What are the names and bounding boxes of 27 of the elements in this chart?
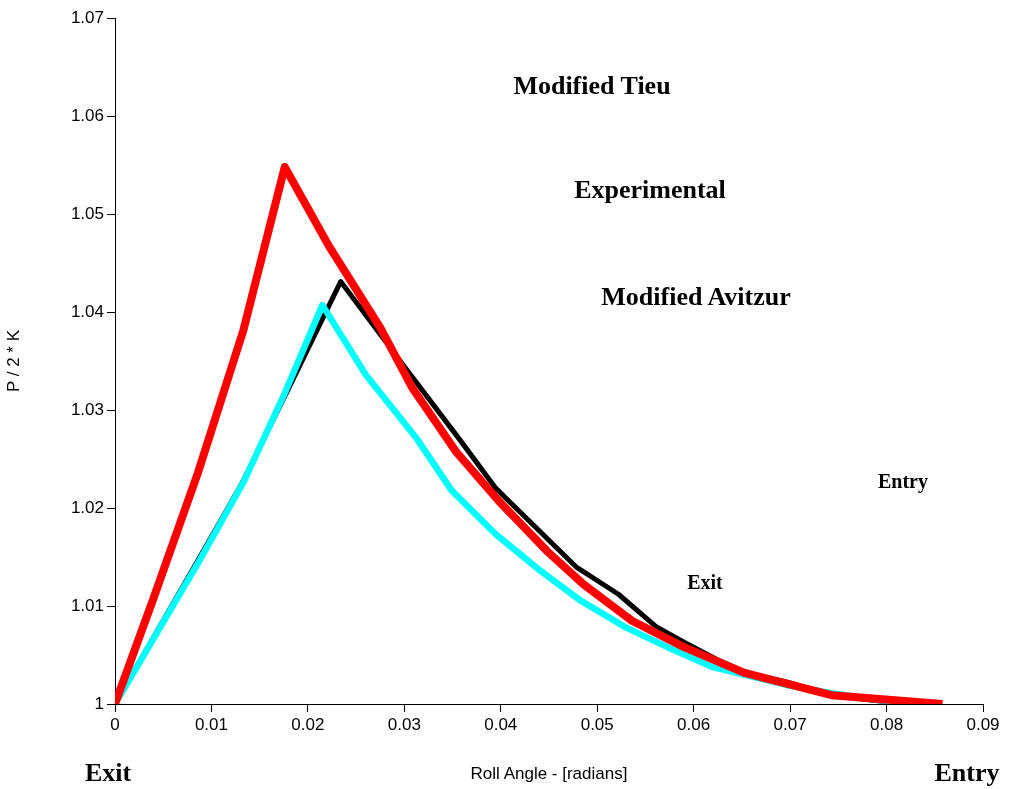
x-tick-label: 0.04: [484, 714, 518, 734]
y-tick-label: 1.01: [70, 595, 104, 615]
x-tick-label: 0.06: [677, 714, 711, 734]
x-tick-label: 0.01: [194, 714, 228, 734]
x-tick-label: 0.07: [773, 714, 807, 734]
y-tick-label: 1.07: [70, 7, 104, 27]
text: Entry: [934, 758, 1000, 788]
y-tick-label: 1.05: [70, 203, 104, 223]
x-tick-label: 0.03: [387, 714, 421, 734]
annotation: Entry: [878, 469, 928, 493]
y-axis-title: P / 2 * K: [3, 329, 23, 393]
y-tick-label: 1.02: [70, 497, 104, 517]
text: Exit: [84, 758, 132, 788]
y-tick-label: 1: [94, 693, 104, 713]
annotation: Modified Tieu: [513, 71, 671, 101]
x-tick-label: 0.08: [870, 714, 904, 734]
y-tick-label: 1.03: [70, 399, 104, 419]
annotation: Experimental: [574, 175, 726, 205]
x-tick-label: 0: [110, 714, 120, 734]
annotation: Exit: [687, 570, 723, 594]
annotation: Modified Avitzur: [601, 282, 791, 312]
y-tick-label: 1.06: [70, 105, 104, 125]
x-tick-label: 0.02: [291, 714, 325, 734]
x-tick-label: 0.09: [966, 714, 1000, 734]
x-axis-title: Roll Angle - [radians]: [470, 764, 628, 784]
x-tick-label: 0.05: [580, 714, 614, 734]
y-tick-label: 1.04: [70, 301, 104, 321]
